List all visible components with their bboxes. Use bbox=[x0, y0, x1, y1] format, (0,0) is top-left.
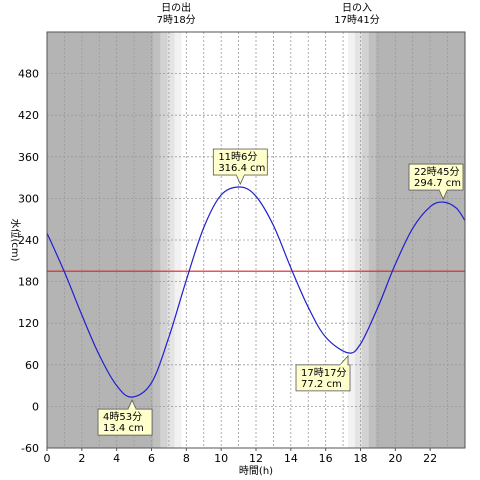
callout-time: 4時53分 bbox=[103, 411, 142, 423]
callout-value: 13.4 cm bbox=[103, 423, 144, 434]
y-tick-labels: -60 0 60 120 180 240 300 360 420 480 bbox=[18, 68, 39, 455]
callout-box bbox=[212, 148, 268, 176]
x-tick-label: 16 bbox=[319, 452, 333, 465]
callout-joint bbox=[439, 189, 447, 192]
callout-time: 17時17分 bbox=[301, 367, 346, 379]
twilight-band bbox=[354, 32, 362, 448]
callout-value: 294.7 cm bbox=[414, 178, 461, 189]
y-tick-label: 420 bbox=[18, 109, 39, 122]
y-tick-label: 60 bbox=[25, 359, 39, 372]
y-tick-label: 120 bbox=[18, 317, 39, 330]
callout-joint bbox=[340, 363, 348, 366]
y-tick-label: 0 bbox=[32, 400, 39, 413]
x-tick-label: 22 bbox=[423, 452, 437, 465]
sun-event-name: 日の出 bbox=[161, 1, 191, 14]
y-tick-label: -60 bbox=[21, 442, 39, 455]
callout-joint bbox=[236, 174, 244, 177]
callout-value: 316.4 cm bbox=[218, 163, 265, 174]
callout-box bbox=[97, 408, 153, 436]
twilight-band bbox=[167, 32, 175, 448]
tide-curve bbox=[46, 186, 466, 398]
x-tick-label: 12 bbox=[249, 452, 263, 465]
y-tick-label: 300 bbox=[18, 192, 39, 205]
twilight-band bbox=[361, 32, 369, 448]
x-tick-label: 8 bbox=[183, 452, 190, 465]
x-tick-label: 14 bbox=[284, 452, 298, 465]
x-tick-label: 18 bbox=[354, 452, 368, 465]
y-tick-label: 240 bbox=[18, 234, 39, 247]
x-tick-label: 0 bbox=[44, 452, 51, 465]
x-axis-title: 時間(h) bbox=[239, 465, 273, 477]
series-layer bbox=[46, 186, 466, 398]
grid bbox=[47, 32, 465, 448]
callout-time: 22時45分 bbox=[414, 166, 459, 178]
y-tick-label: 180 bbox=[18, 276, 39, 289]
callout-box bbox=[408, 163, 464, 191]
x-tick-label: 2 bbox=[78, 452, 85, 465]
callout-box bbox=[295, 364, 351, 392]
sun-event-name: 日の入 bbox=[342, 3, 372, 14]
x-tick-labels: 0 2 4 6 8 10 12 14 16 18 20 22 bbox=[44, 448, 437, 465]
y-tick-label: 480 bbox=[18, 68, 39, 81]
callout-value: 77.2 cm bbox=[301, 379, 342, 390]
x-tick-label: 4 bbox=[113, 452, 120, 465]
x-tick-label: 20 bbox=[388, 452, 402, 465]
x-tick-label: 6 bbox=[148, 452, 155, 465]
callout-time: 11時6分 bbox=[218, 151, 257, 163]
callout-joint bbox=[128, 408, 136, 411]
y-axis-title: 水位(cm) bbox=[9, 218, 22, 261]
sun-event-time: 7時18分 bbox=[157, 14, 196, 26]
x-tick-label: 10 bbox=[214, 452, 228, 465]
sun-event-time: 17時41分 bbox=[334, 14, 379, 26]
twilight-band bbox=[174, 32, 182, 448]
y-tick-label: 360 bbox=[18, 151, 39, 164]
